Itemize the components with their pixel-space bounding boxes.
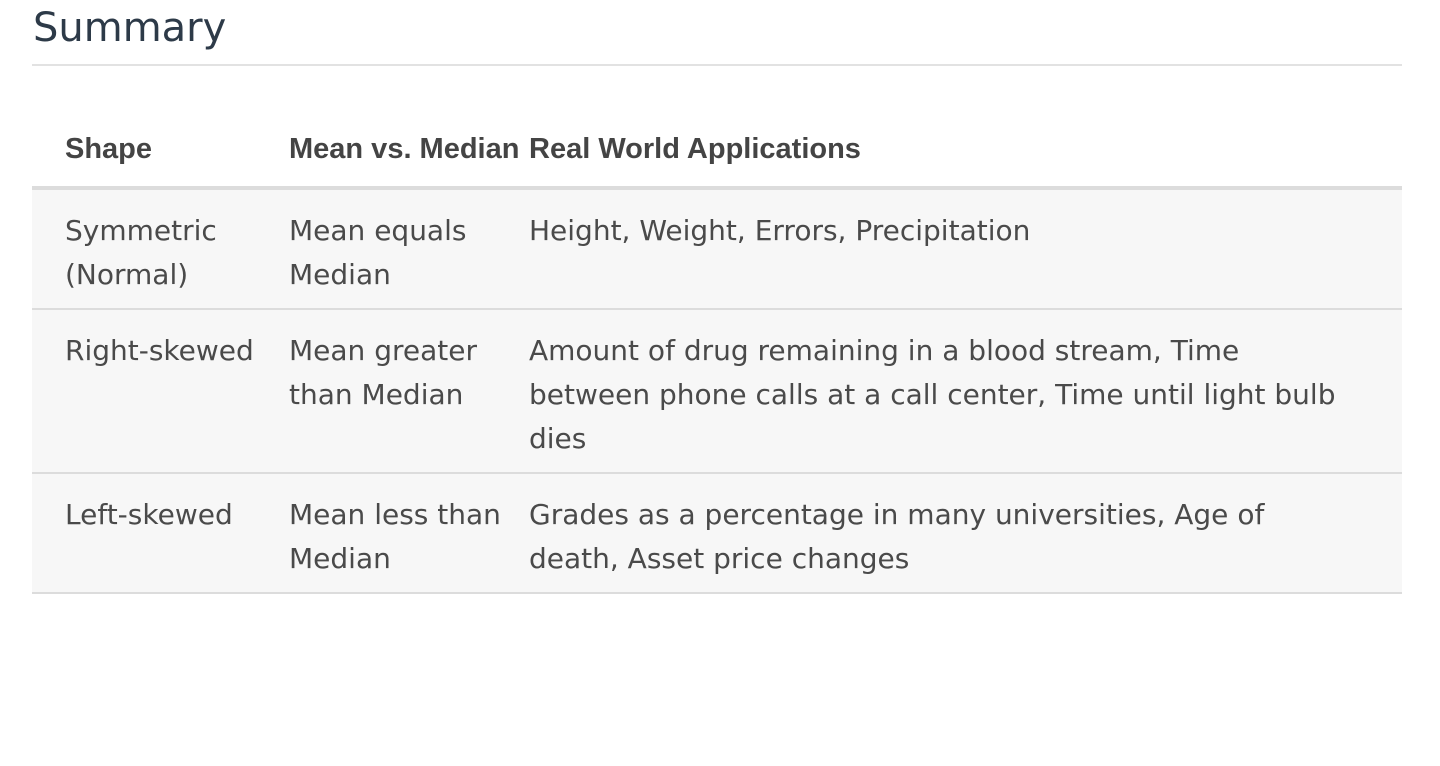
- cell-applications: Height, Weight, Errors, Precipitation: [529, 188, 1402, 310]
- table-row: Symmetric (Normal) Mean equals Median He…: [32, 188, 1402, 310]
- cell-applications: Amount of drug remaining in a blood stre…: [529, 309, 1402, 474]
- page-title: Summary: [33, 5, 227, 51]
- table-row: Right-skewed Mean greater than Median Am…: [32, 309, 1402, 474]
- cell-shape: Right-skewed: [32, 309, 289, 474]
- header-mean-vs-median: Mean vs. Median: [289, 66, 529, 190]
- header-row: Shape Mean vs. Median Real World Applica…: [32, 66, 1402, 190]
- summary-table: Shape Mean vs. Median Real World Applica…: [32, 66, 1402, 594]
- cell-shape: Symmetric (Normal): [32, 188, 289, 310]
- header-shape: Shape: [32, 66, 289, 190]
- table-row: Left-skewed Mean less than Median Grades…: [32, 473, 1402, 594]
- header-applications: Real World Applications: [529, 66, 1402, 190]
- cell-comparison: Mean less than Median: [289, 473, 529, 594]
- cell-comparison: Mean greater than Median: [289, 309, 529, 474]
- cell-shape: Left-skewed: [32, 473, 289, 594]
- cell-comparison: Mean equals Median: [289, 188, 529, 310]
- table-body: Symmetric (Normal) Mean equals Median He…: [32, 188, 1402, 594]
- cell-applications: Grades as a percentage in many universit…: [529, 473, 1402, 594]
- title-divider: [32, 64, 1402, 66]
- table-header: Shape Mean vs. Median Real World Applica…: [32, 66, 1402, 190]
